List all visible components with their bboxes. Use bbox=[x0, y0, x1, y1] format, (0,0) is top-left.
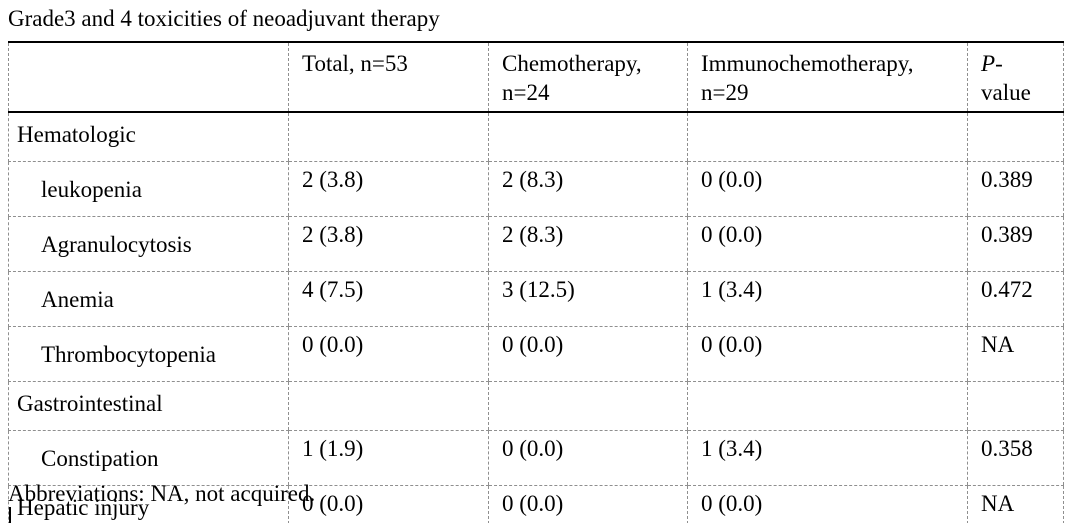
header-chemotherapy: Chemotherapy, n=24 bbox=[488, 42, 688, 113]
cell-p-value bbox=[967, 381, 1064, 431]
cell-p-value: 0.389 bbox=[967, 216, 1064, 272]
header-p-value: P-value bbox=[967, 42, 1064, 113]
cell-immunochemotherapy bbox=[687, 381, 968, 431]
cell-total: 2 (3.8) bbox=[288, 161, 489, 217]
cell-p-value: 0.358 bbox=[967, 430, 1064, 486]
cell-immunochemotherapy: 1 (3.4) bbox=[687, 271, 968, 327]
header-row-label bbox=[8, 42, 289, 113]
cell-chemotherapy: 2 (8.3) bbox=[488, 216, 688, 272]
table-row: Hematologic bbox=[8, 112, 1064, 162]
cell-chemotherapy: 0 (0.0) bbox=[488, 326, 688, 382]
cell-total bbox=[288, 112, 489, 162]
cell-total: 2 (3.8) bbox=[288, 216, 489, 272]
cell-p-value bbox=[967, 112, 1064, 162]
cell-immunochemotherapy: 0 (0.0) bbox=[687, 485, 968, 523]
row-label: Thrombocytopenia bbox=[8, 326, 289, 382]
cell-chemotherapy: 2 (8.3) bbox=[488, 161, 688, 217]
cell-total: 4 (7.5) bbox=[288, 271, 489, 327]
row-label: Anemia bbox=[8, 271, 289, 327]
row-label: Agranulocytosis bbox=[8, 216, 289, 272]
cell-immunochemotherapy: 0 (0.0) bbox=[687, 326, 968, 382]
cell-chemotherapy bbox=[488, 112, 688, 162]
table-title: Grade3 and 4 toxicities of neoadjuvant t… bbox=[8, 6, 440, 31]
row-label: Hematologic bbox=[8, 112, 289, 162]
cell-chemotherapy bbox=[488, 381, 688, 431]
header-row: Total, n=53 Chemotherapy, n=24 Immunoche… bbox=[8, 42, 1064, 113]
row-label: leukopenia bbox=[8, 161, 289, 217]
cell-chemotherapy: 3 (12.5) bbox=[488, 271, 688, 327]
cell-immunochemotherapy: 0 (0.0) bbox=[687, 161, 968, 217]
abbreviations-note: Abbreviations: NA, not acquired. bbox=[8, 481, 316, 506]
table-row: Hepatic injury 0 (0.0) 0 (0.0) 0 (0.0) N… bbox=[8, 485, 1064, 523]
header-immunochemotherapy: Immunochemotherapy, n=29 bbox=[687, 42, 968, 113]
row-label: Constipation bbox=[8, 430, 289, 486]
table-row: Gastrointestinal bbox=[8, 381, 1064, 431]
cell-immunochemotherapy: 1 (3.4) bbox=[687, 430, 968, 486]
table-row: Thrombocytopenia 0 (0.0) 0 (0.0) 0 (0.0)… bbox=[8, 326, 1064, 382]
cell-total bbox=[288, 381, 489, 431]
cell-p-value: 0.472 bbox=[967, 271, 1064, 327]
table-row: Anemia 4 (7.5) 3 (12.5) 1 (3.4) 0.472 bbox=[8, 271, 1064, 327]
row-label: Gastrointestinal bbox=[8, 381, 289, 431]
p-italic: P bbox=[981, 51, 996, 76]
p-rest: -value bbox=[981, 51, 1031, 106]
cell-total: 0 (0.0) bbox=[288, 485, 489, 523]
cell-total: 1 (1.9) bbox=[288, 430, 489, 486]
table-row: leukopenia 2 (3.8) 2 (8.3) 0 (0.0) 0.389 bbox=[8, 161, 1064, 217]
table-row: Constipation 1 (1.9) 0 (0.0) 1 (3.4) 0.3… bbox=[8, 430, 1064, 486]
cell-chemotherapy: 0 (0.0) bbox=[488, 485, 688, 523]
toxicity-table: Total, n=53 Chemotherapy, n=24 Immunoche… bbox=[8, 41, 1064, 523]
text-cursor bbox=[9, 507, 11, 523]
header-total: Total, n=53 bbox=[288, 42, 489, 113]
row-label: Hepatic injury bbox=[8, 485, 289, 523]
cell-total: 0 (0.0) bbox=[288, 326, 489, 382]
cell-chemotherapy: 0 (0.0) bbox=[488, 430, 688, 486]
cell-p-value: 0.389 bbox=[967, 161, 1064, 217]
table-row: Agranulocytosis 2 (3.8) 2 (8.3) 0 (0.0) … bbox=[8, 216, 1064, 272]
cell-immunochemotherapy bbox=[687, 112, 968, 162]
cell-immunochemotherapy: 0 (0.0) bbox=[687, 216, 968, 272]
cell-p-value: NA bbox=[967, 485, 1064, 523]
cell-p-value: NA bbox=[967, 326, 1064, 382]
